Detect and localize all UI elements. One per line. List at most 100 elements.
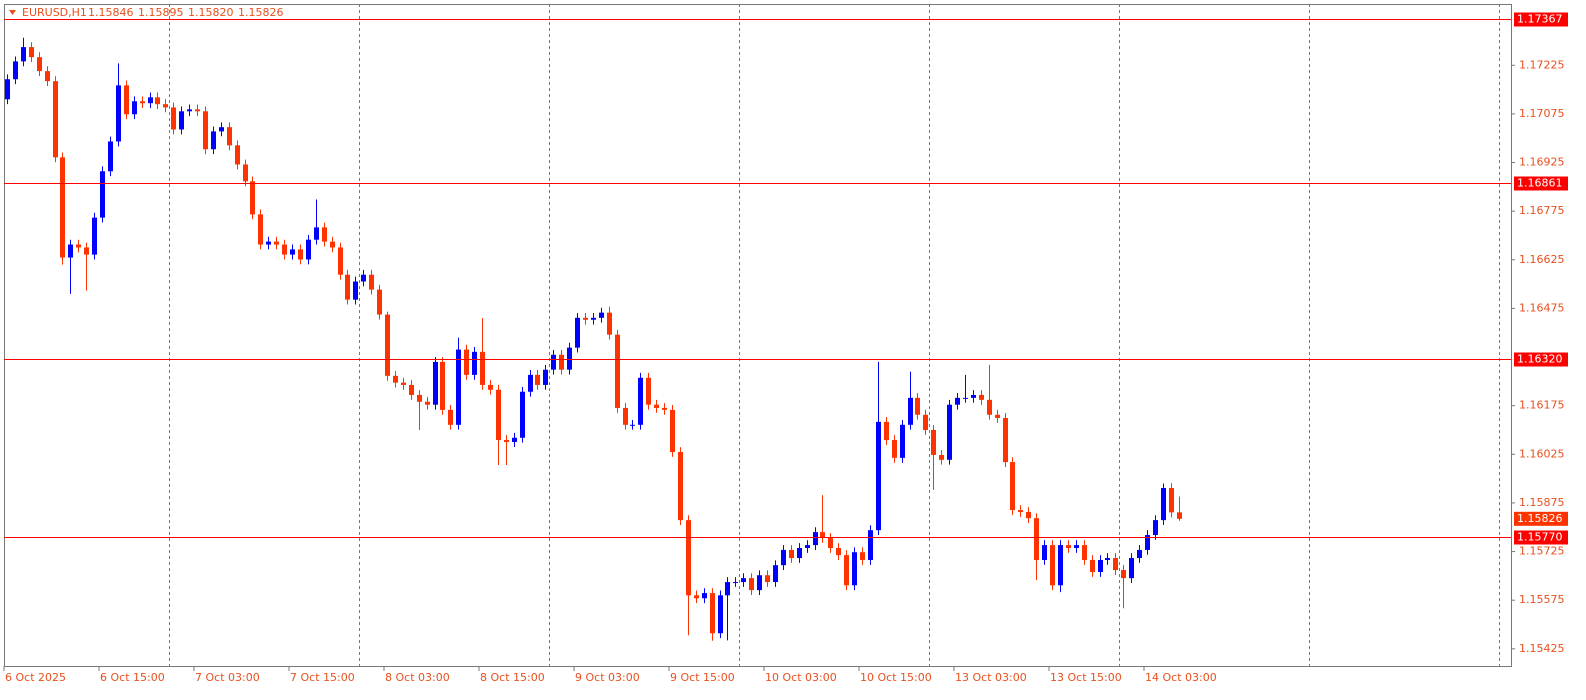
candle-body [1177, 512, 1182, 519]
y-tick-label: 1.15725 [1519, 545, 1565, 558]
candle-body [361, 274, 366, 282]
y-tick-label: 1.16025 [1519, 447, 1565, 460]
candle-body [1018, 510, 1023, 513]
candle-body [908, 397, 913, 425]
candle-body [84, 247, 89, 255]
y-tick-label: 1.15575 [1519, 593, 1565, 606]
candle-body [694, 595, 699, 599]
level-label: 1.16320 [1517, 353, 1563, 366]
candle-body [274, 241, 279, 245]
candle-body [480, 351, 485, 385]
candle-body [1137, 549, 1142, 559]
candle-body [282, 244, 287, 255]
y-tick-label: 1.17225 [1519, 58, 1565, 71]
candle-body [543, 369, 548, 385]
x-tick-label: 6 Oct 15:00 [100, 671, 165, 684]
candle-body [448, 409, 453, 425]
candle-body [250, 181, 255, 215]
candle-body [266, 241, 271, 245]
candle-body [433, 361, 438, 405]
y-tick-label: 1.16475 [1519, 301, 1565, 314]
plot-frame [4, 4, 1512, 667]
candle-body [60, 157, 65, 258]
candle-body [813, 532, 818, 546]
candle-body [868, 530, 873, 560]
candle-body [1129, 558, 1134, 579]
candle-body [995, 414, 1000, 418]
y-tick-label: 1.17075 [1519, 107, 1565, 120]
candle-body [76, 244, 81, 248]
candle-body [1066, 545, 1071, 548]
y-tick-label: 1.16925 [1519, 156, 1565, 169]
candle-body [828, 537, 833, 548]
candle-body [852, 552, 857, 586]
x-tick-label: 7 Oct 15:00 [290, 671, 355, 684]
candle-body [654, 404, 659, 408]
candle-body [559, 354, 564, 370]
candle-body [599, 312, 604, 318]
candle-body [1121, 570, 1126, 579]
candle-body [1090, 559, 1095, 572]
x-tick-label: 8 Oct 03:00 [385, 671, 450, 684]
x-tick-label: 6 Oct 2025 [5, 671, 66, 684]
candle-body [718, 595, 723, 634]
candle-body [575, 317, 580, 348]
candle-body [789, 549, 794, 559]
candle-body [1145, 535, 1150, 550]
x-tick-label: 14 Oct 03:00 [1145, 671, 1217, 684]
candle-body [504, 440, 509, 442]
candle-body [725, 582, 730, 596]
candle-body [765, 575, 770, 583]
candle-body [417, 394, 422, 402]
candle-body [45, 71, 50, 82]
candle-body [488, 384, 493, 390]
candle-body [13, 61, 18, 80]
level-label: 1.16861 [1517, 177, 1563, 190]
candle-body [528, 374, 533, 392]
level-label-bg [1514, 530, 1568, 545]
candle-body [472, 351, 477, 375]
candle-body [163, 104, 168, 108]
candle-body [1058, 545, 1063, 586]
menu-arrow[interactable] [9, 10, 16, 15]
candle-body [140, 101, 145, 104]
candle-body [306, 239, 311, 260]
candle-body [464, 349, 469, 375]
candle-body [757, 575, 762, 591]
candle-body [623, 407, 628, 425]
level-label: 1.17367 [1517, 13, 1563, 26]
candle-body [884, 421, 889, 441]
candle-body [662, 407, 667, 410]
candle-body [290, 249, 295, 255]
candle-body [678, 452, 683, 521]
x-tick-label: 13 Oct 03:00 [955, 671, 1027, 684]
candle-body [393, 375, 398, 383]
y-tick-label: 1.15425 [1519, 642, 1565, 655]
candle-body [923, 414, 928, 430]
candle-body [583, 317, 588, 320]
candle-body [353, 281, 358, 300]
y-tick-label: 1.16625 [1519, 253, 1565, 266]
candle-body [116, 85, 121, 142]
candle-body [939, 454, 944, 460]
candle-body [892, 440, 897, 458]
candle-body [1161, 488, 1166, 521]
x-tick-label: 13 Oct 15:00 [1050, 671, 1122, 684]
candle-body [947, 404, 952, 460]
candle-body [1113, 558, 1118, 571]
candle-body [781, 549, 786, 566]
candle-body [955, 397, 960, 405]
candle-body [749, 578, 754, 591]
x-tick-label: 10 Oct 15:00 [860, 671, 932, 684]
candle-body [338, 247, 343, 275]
candle-body [195, 109, 200, 112]
candle-body [670, 409, 675, 453]
candle-body [211, 131, 216, 150]
candle-body [915, 397, 920, 415]
candle-body [68, 244, 73, 258]
candle-body [710, 593, 715, 634]
candle-body [702, 593, 707, 599]
candle-body [931, 429, 936, 455]
candle-body [979, 394, 984, 400]
